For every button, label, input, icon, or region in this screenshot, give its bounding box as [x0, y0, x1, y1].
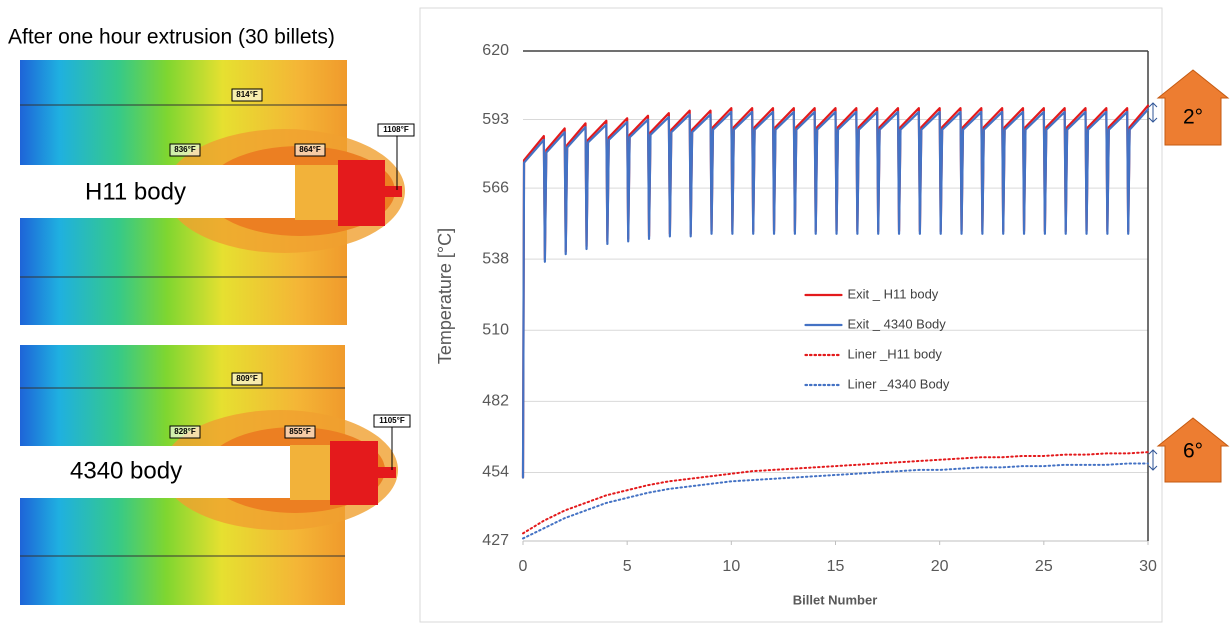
fea-panel: 4340 body 809°F 828°F 855°F 1105°F [20, 345, 411, 605]
temp-label: 836°F [174, 145, 196, 154]
legend-label: Exit _ H11 body [848, 286, 939, 301]
temp-label: 864°F [299, 145, 321, 154]
temp-label: 809°F [236, 374, 258, 383]
temp-label: 855°F [289, 427, 311, 436]
temp-box [294, 143, 326, 157]
series-line [522, 462, 1149, 540]
annotation-label: 2° [1183, 106, 1203, 129]
die [295, 165, 340, 220]
billet [20, 165, 295, 218]
y-tick-label: 510 [482, 321, 509, 338]
annotation: 2° 6° [1148, 69, 1230, 483]
x-tick-label: 25 [1035, 558, 1053, 575]
die [330, 441, 378, 505]
legend-label: Exit _ 4340 Body [848, 316, 947, 331]
temp-box [377, 123, 415, 137]
y-tick-label: 482 [482, 393, 509, 410]
x-tick-label: 5 [623, 558, 632, 575]
temp-box [373, 414, 411, 428]
series-line [522, 451, 1149, 535]
panel-label: H11 body [85, 178, 186, 205]
double-arrow [1148, 102, 1158, 123]
temp-label: 828°F [174, 427, 196, 436]
temp-label: 814°F [236, 90, 258, 99]
die [378, 467, 396, 478]
x-tick-label: 10 [722, 558, 740, 575]
die [290, 445, 332, 500]
arrow [1156, 417, 1230, 483]
y-axis-label: Temperature [°C] [435, 228, 455, 364]
heading: After one hour extrusion (30 billets) [8, 26, 335, 49]
y-tick-label: 620 [482, 42, 509, 59]
billet [20, 446, 290, 498]
series-line [521, 108, 1150, 479]
temp-label: 1108°F [383, 125, 409, 134]
x-tick-label: 0 [519, 558, 528, 575]
fea-panel: H11 body 814°F 836°F 864°F 1108°F [20, 60, 415, 325]
y-tick-label: 538 [482, 250, 509, 267]
x-tick-label: 15 [827, 558, 845, 575]
temp-box [231, 88, 263, 102]
y-tick-label: 427 [482, 532, 509, 549]
double-arrow [1148, 449, 1158, 471]
temp-label: 1105°F [379, 416, 405, 425]
panel-label: 4340 body [70, 457, 182, 484]
chart-frame [419, 7, 1163, 623]
temp-box [169, 425, 201, 439]
annotation-label: 6° [1183, 440, 1203, 463]
arrow [1156, 69, 1230, 146]
x-tick-label: 30 [1139, 558, 1157, 575]
legend-label: Liner _4340 Body [848, 376, 950, 391]
x-tick-label: 20 [931, 558, 949, 575]
temp-box [231, 372, 263, 386]
y-tick-label: 593 [482, 111, 509, 128]
legend-label: Liner _H11 body [848, 346, 943, 361]
die [385, 186, 402, 197]
die [338, 160, 385, 226]
x-axis-label: Billet Number [793, 592, 878, 607]
temp-box [284, 425, 316, 439]
y-tick-label: 566 [482, 179, 509, 196]
temp-box [169, 143, 201, 157]
y-tick-label: 454 [482, 464, 509, 481]
